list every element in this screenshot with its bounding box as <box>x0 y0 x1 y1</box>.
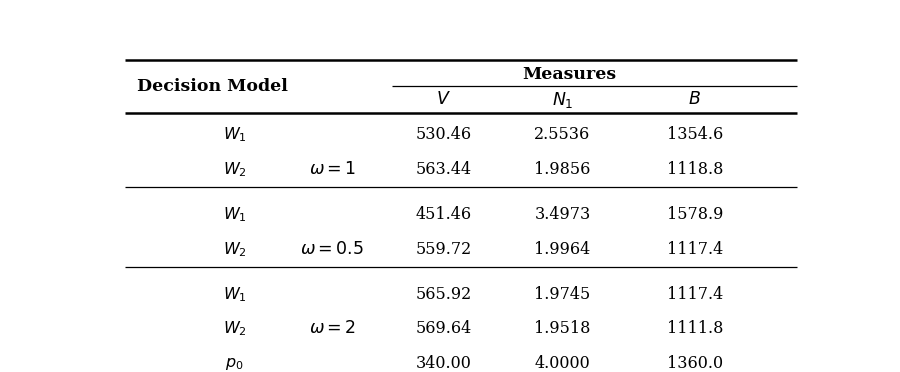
Text: 1.9745: 1.9745 <box>535 286 590 303</box>
Text: $V$: $V$ <box>436 91 451 108</box>
Text: $\omega = 2$: $\omega = 2$ <box>309 320 356 337</box>
Text: 1.9856: 1.9856 <box>535 161 590 178</box>
Text: $W_1$: $W_1$ <box>222 205 247 224</box>
Text: 569.64: 569.64 <box>416 320 472 337</box>
Text: $\omega = 1$: $\omega = 1$ <box>309 161 356 178</box>
Text: 1111.8: 1111.8 <box>667 320 723 337</box>
Text: 1117.4: 1117.4 <box>667 241 723 258</box>
Text: $W_1$: $W_1$ <box>222 125 247 144</box>
Text: 1117.4: 1117.4 <box>667 286 723 303</box>
Text: $W_2$: $W_2$ <box>222 160 247 179</box>
Text: 1.9964: 1.9964 <box>535 241 590 258</box>
Text: 4.0000: 4.0000 <box>535 355 590 372</box>
Text: 1118.8: 1118.8 <box>667 161 723 178</box>
Text: 559.72: 559.72 <box>416 241 472 258</box>
Text: 565.92: 565.92 <box>416 286 472 303</box>
Text: 1578.9: 1578.9 <box>667 206 723 223</box>
Text: $W_2$: $W_2$ <box>222 319 247 338</box>
Text: 1360.0: 1360.0 <box>667 355 723 372</box>
Text: Measures: Measures <box>522 66 617 83</box>
Text: $\omega = 0.5$: $\omega = 0.5$ <box>301 241 364 258</box>
Text: 563.44: 563.44 <box>416 161 472 178</box>
Text: 530.46: 530.46 <box>416 126 472 143</box>
Text: 3.4973: 3.4973 <box>535 206 590 223</box>
Text: $W_1$: $W_1$ <box>222 285 247 304</box>
Text: 451.46: 451.46 <box>416 206 472 223</box>
Text: $N_1$: $N_1$ <box>552 90 573 110</box>
Text: $p_0$: $p_0$ <box>225 355 244 372</box>
Text: $B$: $B$ <box>688 91 701 108</box>
Text: 1354.6: 1354.6 <box>667 126 723 143</box>
Text: 2.5536: 2.5536 <box>535 126 590 143</box>
Text: 340.00: 340.00 <box>416 355 472 372</box>
Text: 1.9518: 1.9518 <box>535 320 590 337</box>
Text: $W_2$: $W_2$ <box>222 240 247 259</box>
Text: Decision Model: Decision Model <box>137 78 288 95</box>
